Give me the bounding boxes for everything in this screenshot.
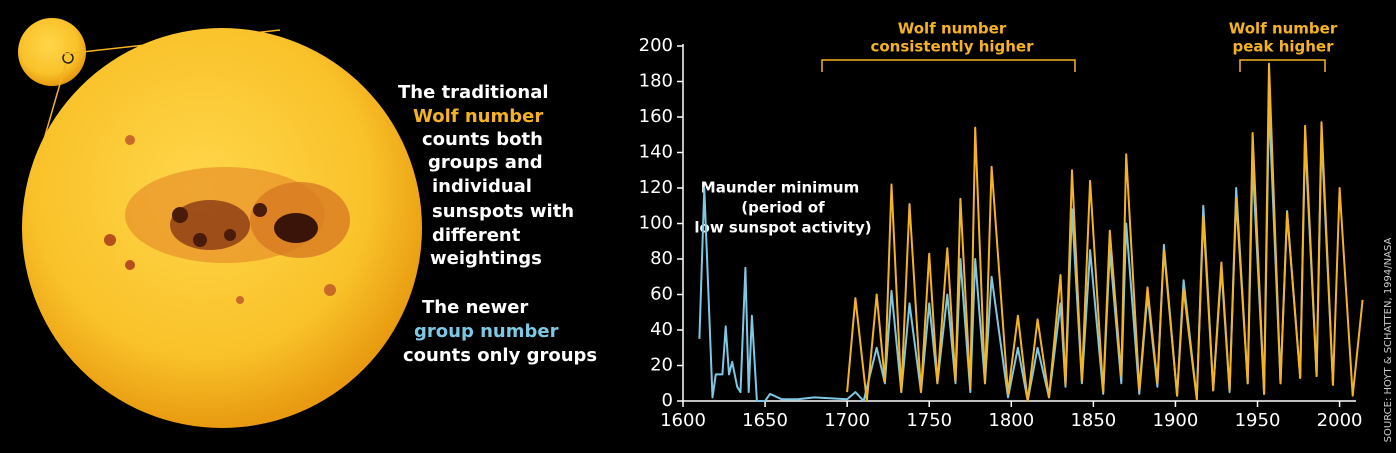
y-tick-label: 40 [650, 319, 673, 340]
intro-line: individual [432, 176, 532, 197]
intro-line: sunspots with [432, 201, 574, 222]
intro-line: The traditional [398, 82, 549, 103]
intro-text: The traditional Wolf number counts both … [398, 82, 597, 366]
bracket [1239, 59, 1326, 72]
y-tick-label: 120 [639, 177, 673, 198]
annotation: low sunspot activity) [694, 219, 871, 237]
x-tick-label: 1700 [824, 410, 870, 431]
x-tick-label: 1600 [660, 410, 706, 431]
annotation: (period of [741, 199, 825, 217]
x-tick-label: 1750 [906, 410, 952, 431]
intro-line: groups and [428, 152, 543, 173]
series-line [698, 101, 1334, 402]
annotation: Wolf number [898, 20, 1007, 38]
x-tick-label: 2000 [1317, 410, 1363, 431]
x-tick-label: 1800 [988, 410, 1034, 431]
plot: 0 20 40 60 80 100 120 140 160 180 200 1600 1650 1700 1… [639, 35, 1364, 431]
x-tick-label: 1900 [1153, 410, 1199, 431]
bracket [821, 59, 1076, 72]
y-tick-label: 140 [639, 142, 673, 163]
y-tick-label: 60 [650, 284, 673, 305]
y-tick-label: 100 [639, 213, 673, 234]
intro-line: weightings [430, 248, 542, 269]
intro-line: counts both [422, 129, 543, 150]
x-tick-label: 1650 [742, 410, 788, 431]
x-tick-label: 1950 [1235, 410, 1281, 431]
y-tick-label: 200 [639, 35, 673, 56]
annotations: Wolf number consistently higher Wolf num… [694, 20, 1337, 237]
source: SOURCE: HOYT & SCHATTEN, 1994/NASA [1383, 238, 1394, 443]
y-tick-label: 160 [639, 106, 673, 127]
series-line [846, 62, 1364, 402]
annotation: consistently higher [870, 38, 1034, 56]
x-tick-label: 1850 [1070, 410, 1116, 431]
intro-line: counts only groups [403, 345, 597, 366]
y-tick-label: 80 [650, 248, 673, 269]
y-tick-label: 0 [662, 390, 673, 411]
wolf-label: Wolf number [413, 106, 543, 127]
annotation: Maunder minimum [701, 179, 859, 197]
sun-illustration [18, 18, 422, 428]
intro-line: The newer [422, 297, 528, 318]
annotation: Wolf number [1229, 20, 1338, 38]
group-label: group number [414, 321, 559, 342]
intro-line: different [432, 225, 521, 246]
y-tick-label: 180 [639, 71, 673, 92]
annotation: peak higher [1232, 38, 1334, 56]
y-tick-label: 20 [650, 355, 673, 376]
